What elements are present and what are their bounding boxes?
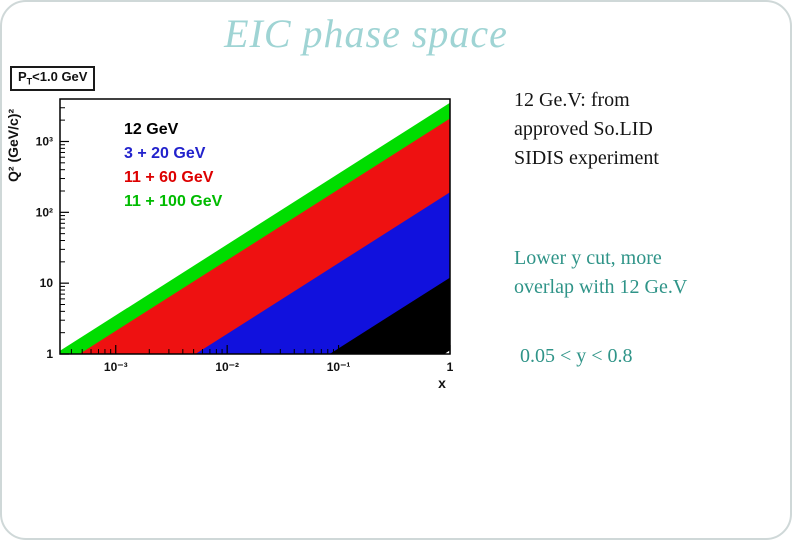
legend-11+100GeV: 11 + 100 GeV xyxy=(124,193,223,210)
legend-3+20GeV: 3 + 20 GeV xyxy=(124,145,206,162)
annotation-line: overlap with 12 Ge.V xyxy=(514,276,688,298)
annotation-solid: 12 Ge.V: from approved So.LID SIDIS expe… xyxy=(514,86,659,173)
plot-frame xyxy=(59,98,451,355)
y-tick-label: 10³ xyxy=(36,134,53,148)
pt-cut-value: <1.0 GeV xyxy=(32,69,88,84)
y-tick-label: 10 xyxy=(40,276,54,290)
phase-space-plot: 10⁻³ 10⁻² 10⁻¹ 1 1 10 10² 10³ x Q² (GeV/c)² 12 GeV… xyxy=(5,98,454,391)
pt-cut-label: PT<1.0 GeV xyxy=(10,66,96,91)
pt-subscript: T xyxy=(26,76,33,87)
y-tick-label: 1 xyxy=(46,347,53,361)
pt-symbol: P xyxy=(18,69,27,84)
legend-12GeV: 12 GeV xyxy=(124,121,179,138)
band-3+20GeV xyxy=(195,192,450,354)
annotation-line: 12 Ge.V: from xyxy=(514,89,630,111)
annotation-line: approved So.LID xyxy=(514,118,653,140)
legend-11+60GeV: 11 + 60 GeV xyxy=(124,169,214,186)
y-axis-title: Q² (GeV/c)² xyxy=(5,109,21,182)
bands-layer xyxy=(60,102,450,354)
x-tick-label: 10⁻² xyxy=(215,360,239,374)
x-tick-label: 10⁻³ xyxy=(104,360,128,374)
y-tick-label: 10² xyxy=(36,205,53,219)
band-11+60GeV xyxy=(79,118,450,354)
x-tick-label: 10⁻¹ xyxy=(327,360,351,374)
band-11+100GeV xyxy=(60,102,450,354)
x-tick-label: 1 xyxy=(447,360,454,374)
page-title: EIC phase space xyxy=(224,11,508,56)
annotation-line: 0.05 < y < 0.8 xyxy=(520,345,633,367)
annotation-line: SIDIS experiment xyxy=(514,147,659,169)
annotation-overlap: Lower y cut, more overlap with 12 Ge.V xyxy=(514,244,687,302)
annotation-line: Lower y cut, more xyxy=(514,247,662,269)
annotation-ycut: 0.05 < y < 0.8 xyxy=(520,342,633,371)
x-axis-title: x xyxy=(438,375,446,391)
